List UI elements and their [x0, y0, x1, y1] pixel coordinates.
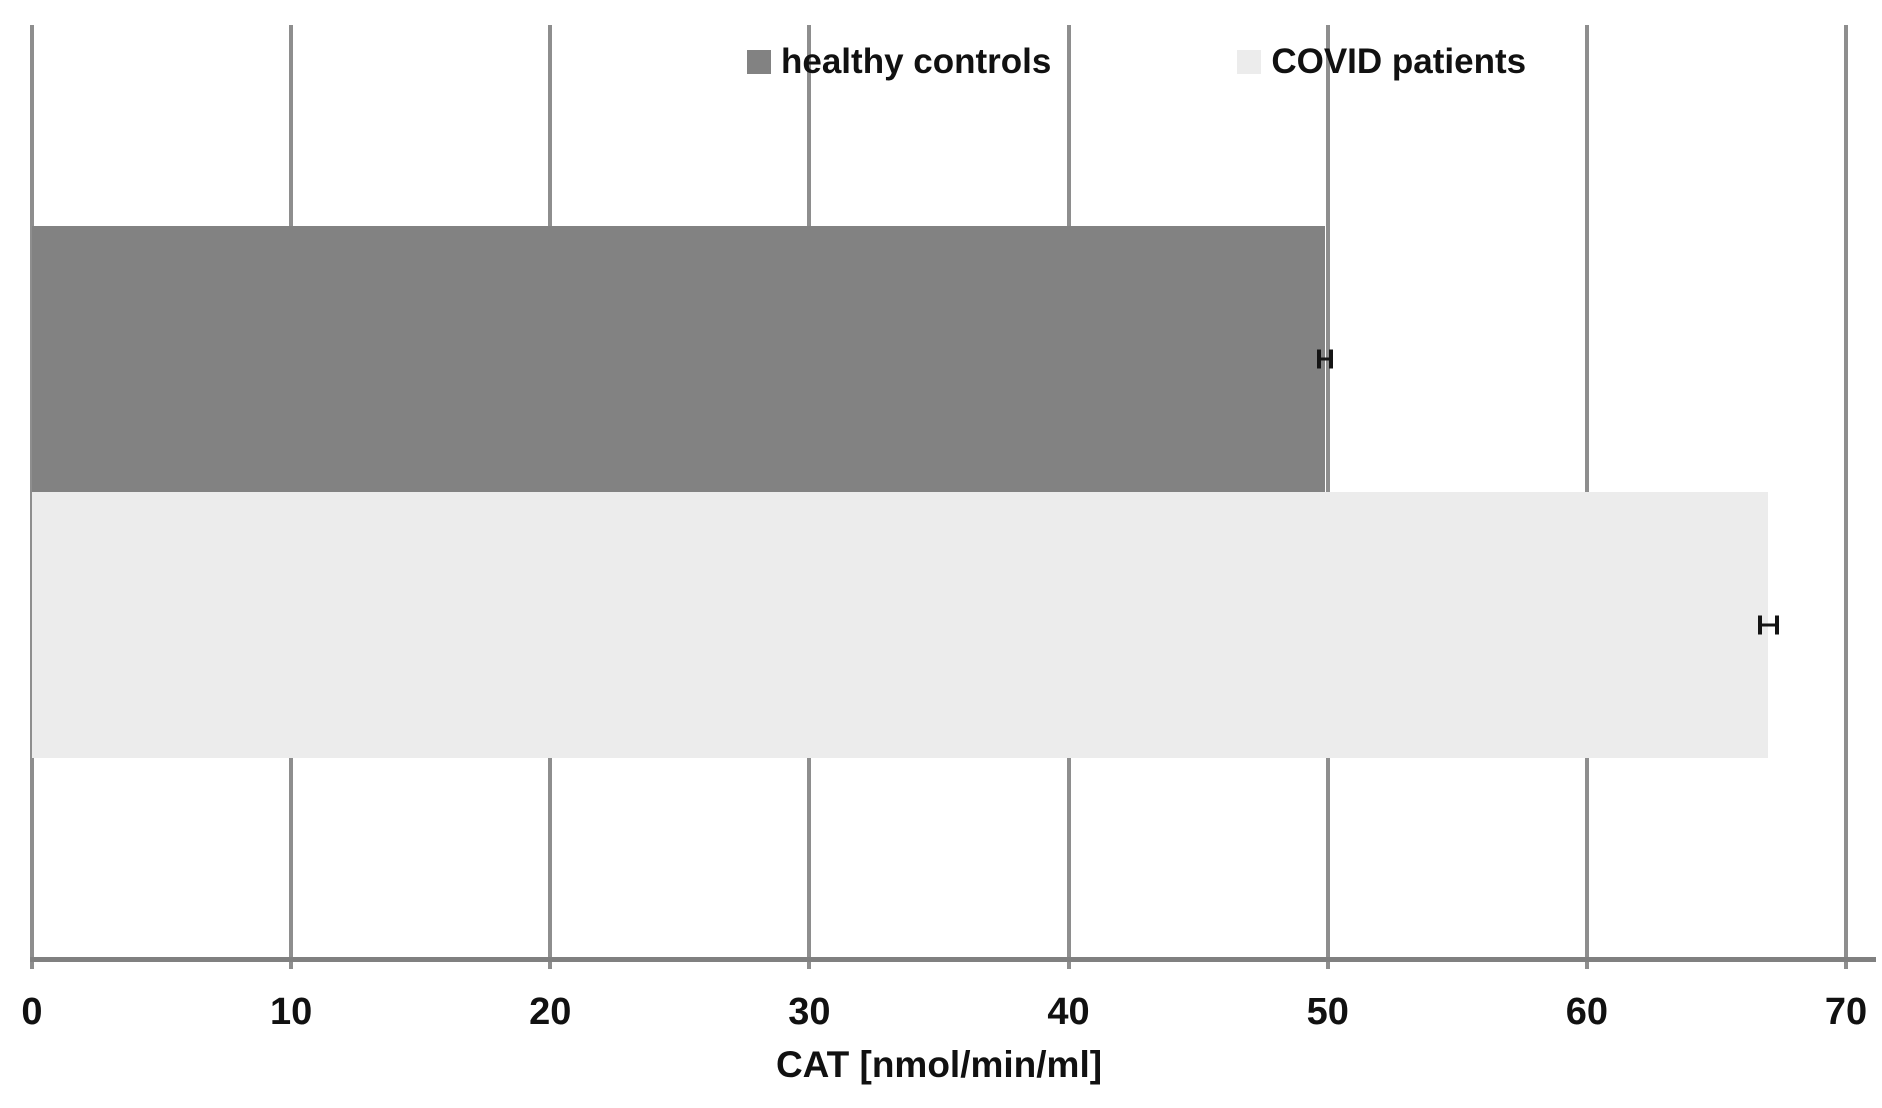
x-tick-label-60: 60	[1565, 991, 1608, 1033]
x-tick-label-10: 10	[270, 991, 313, 1033]
bar-healthy-controls	[32, 225, 1326, 492]
x-tick-label-0: 0	[21, 991, 43, 1033]
legend-swatch-healthy-controls	[747, 49, 771, 74]
x-tick-label-30: 30	[788, 991, 831, 1033]
legend-label-healthy-controls: healthy controls	[781, 42, 1052, 81]
bar-covid-patients	[32, 491, 1769, 758]
x-tick-label-40: 40	[1047, 991, 1090, 1033]
x-tick-label-70: 70	[1824, 991, 1868, 1033]
gridline-70	[1844, 25, 1848, 969]
x-axis-line	[30, 957, 1876, 962]
plot-area	[30, 25, 1876, 969]
x-axis-title: CAT [nmol/min/ml]	[775, 1044, 1103, 1085]
legend-item-healthy-controls: healthy controls	[747, 44, 1051, 79]
error-bar-healthy-controls	[1317, 349, 1333, 368]
x-axis-tick-labels: 0 10 20 30 40 50 60 70	[21, 991, 1867, 1035]
x-tick-label-20: 20	[529, 991, 572, 1033]
legend-item-covid-patients: COVID patients	[1237, 44, 1526, 79]
legend-swatch-covid-patients	[1237, 49, 1262, 74]
legend: healthy controls COVID patients	[747, 44, 1526, 79]
x-tick-label-50: 50	[1306, 991, 1349, 1033]
legend-label-covid-patients: COVID patients	[1271, 42, 1527, 81]
error-bar-covid-patients	[1757, 615, 1779, 634]
